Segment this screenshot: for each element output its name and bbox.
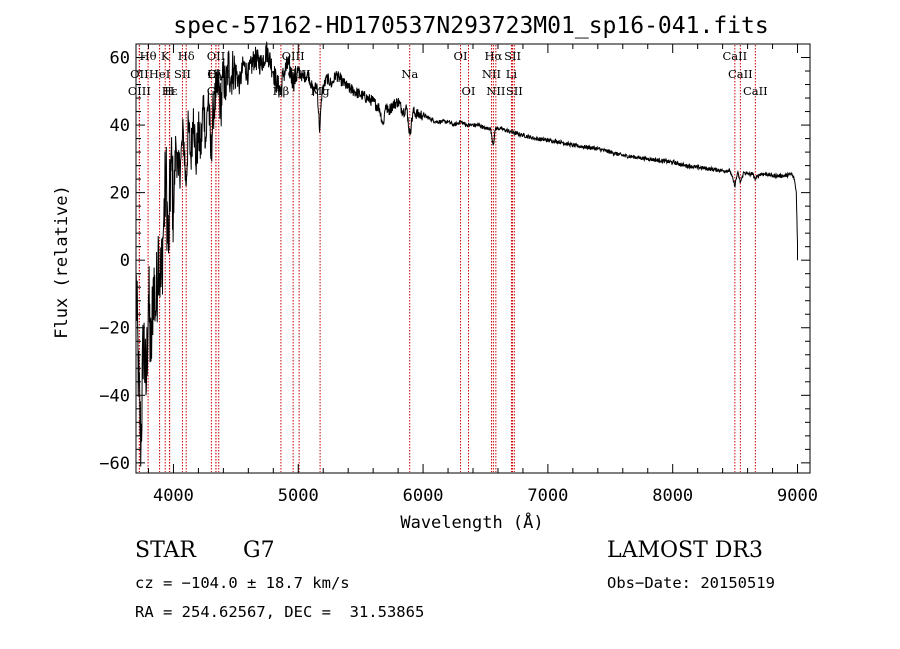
x-axis-label: Wavelength (Å) [400,511,543,533]
redshift-readout: cz = −104.0 ± 18.7 km/s [135,574,350,592]
line-label: Li [506,67,518,81]
line-label: CaII [722,49,747,63]
x-tick-label: 7000 [527,486,568,506]
y-tick-label: −20 [99,319,130,339]
line-label: SII [506,84,523,98]
y-tick-label: 20 [110,184,130,204]
x-axis-ticks: 4000 5000 6000 7000 8000 9000 [147,44,818,506]
y-tick-label: −60 [99,454,130,474]
x-tick-label: 6000 [403,486,444,506]
line-label: HeI [149,67,170,81]
line-label: NII [486,84,505,98]
line-label: Hα [484,49,502,63]
spectral-line-markers [138,45,756,472]
line-label: OI [462,84,476,98]
line-label: K [161,49,170,63]
line-label: Hε [162,84,178,98]
line-label: Hθ [140,49,157,63]
object-subclass: G7 [243,538,275,563]
line-label: OI [454,49,468,63]
line-label: Hγ [207,67,224,81]
coordinates-readout: RA = 254.62567, DEC = 31.53865 [135,603,425,621]
y-tick-label: 40 [110,116,130,136]
line-label: Hδ [178,49,195,63]
x-tick-label: 9000 [777,486,818,506]
line-label: SII [174,67,191,81]
x-tick-label: 8000 [652,486,693,506]
line-label: OII [130,67,149,81]
y-axis-ticks: −60 −40 −20 0 20 40 60 [99,49,810,474]
y-tick-label: −40 [99,386,130,406]
chart-title: spec-57162-HD170537N293723M01_sp16-041.f… [173,13,768,39]
line-label: OII [207,49,226,63]
line-label: H [164,84,174,98]
line-label: NII [482,67,501,81]
line-label: OIII [128,84,151,98]
x-tick-label: 5000 [278,486,319,506]
plot-frame [135,43,811,474]
y-tick-label: 0 [120,251,130,271]
line-label: OIII [282,49,305,63]
line-label: Na [401,67,418,81]
line-label: G [207,84,216,98]
x-tick-label: 4000 [153,486,194,506]
line-label: CaII [743,84,768,98]
line-label: SII [504,49,521,63]
observation-date: Obs−Date: 20150519 [607,574,775,592]
y-axis-label: Flux (relative) [52,185,72,339]
object-type: STAR [135,538,196,563]
spectrum-line [135,41,798,467]
survey-name: LAMOST DR3 [607,538,763,563]
line-label: CaII [728,67,753,81]
y-tick-label: 60 [110,49,130,69]
